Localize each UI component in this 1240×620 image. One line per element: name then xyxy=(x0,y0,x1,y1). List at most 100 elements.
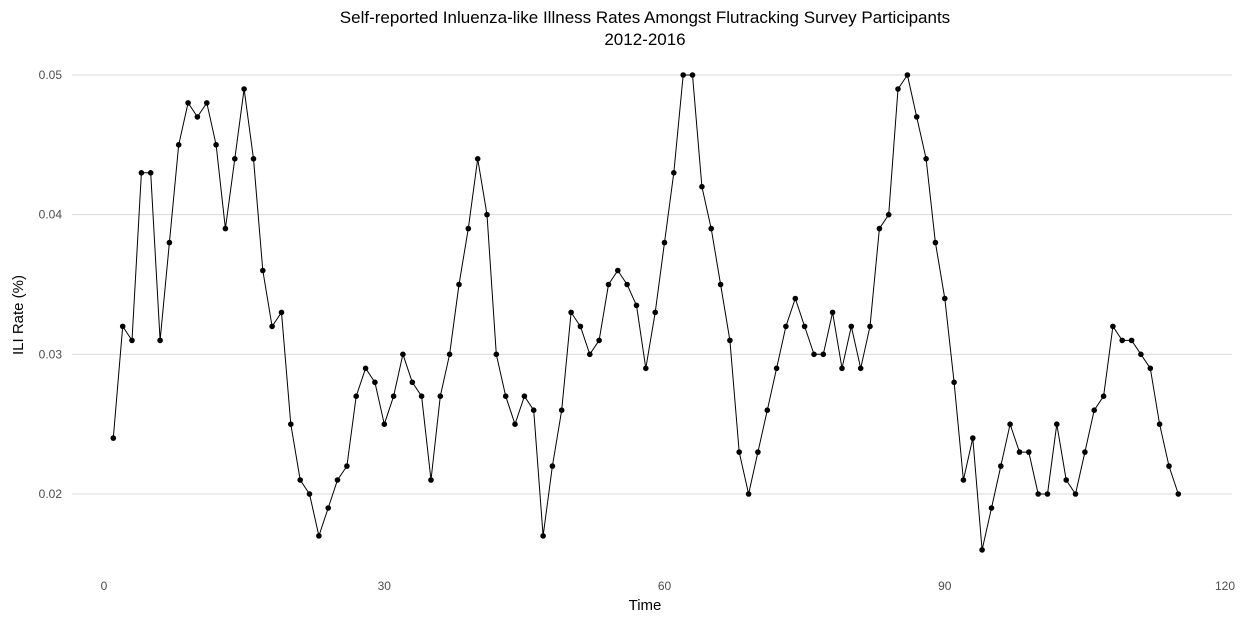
data-point xyxy=(979,547,985,553)
data-point xyxy=(1007,421,1013,428)
y-tick-label: 0.03 xyxy=(39,347,63,361)
x-tick-label: 120 xyxy=(1215,579,1235,593)
data-point xyxy=(474,156,481,162)
data-point xyxy=(577,323,584,330)
data-point xyxy=(549,463,556,469)
data-point xyxy=(839,365,845,372)
data-point xyxy=(932,239,939,246)
data-point xyxy=(493,351,500,358)
data-point xyxy=(157,337,163,344)
data-point xyxy=(764,407,771,414)
data-point xyxy=(446,351,453,358)
data-point xyxy=(1166,463,1172,469)
x-tick-label: 30 xyxy=(378,579,392,593)
data-point xyxy=(680,72,686,78)
data-point xyxy=(745,491,752,497)
data-point xyxy=(736,449,742,455)
data-point xyxy=(418,393,425,400)
data-point xyxy=(951,379,957,386)
data-point xyxy=(129,337,135,344)
data-point xyxy=(783,323,789,330)
data-point xyxy=(1119,337,1125,344)
data-point xyxy=(288,421,294,428)
data-point xyxy=(138,170,145,176)
y-axis-label: ILI Rate (%) xyxy=(10,275,27,355)
data-point xyxy=(325,505,332,511)
data-point xyxy=(241,86,247,92)
data-point xyxy=(689,72,696,78)
chart-title: Self-reported Inluenza-like Illness Rate… xyxy=(340,8,950,27)
data-point xyxy=(792,295,799,302)
data-point xyxy=(1035,491,1041,497)
data-point xyxy=(502,393,509,400)
data-point xyxy=(643,365,649,372)
data-point xyxy=(437,393,444,400)
data-point xyxy=(1091,407,1097,414)
data-point xyxy=(885,211,892,218)
x-axis-ticks: 0 30 60 90 120 xyxy=(101,579,1236,593)
data-point xyxy=(913,114,920,120)
data-point xyxy=(857,365,864,372)
data-point xyxy=(876,225,883,232)
data-point xyxy=(671,170,677,176)
data-point xyxy=(1175,491,1182,497)
data-point xyxy=(194,114,201,120)
data-point xyxy=(409,379,416,386)
data-point xyxy=(727,337,733,344)
data-points xyxy=(110,72,1182,553)
data-point xyxy=(269,323,275,330)
data-point xyxy=(260,267,266,274)
data-point xyxy=(652,309,658,316)
data-point xyxy=(530,407,537,414)
data-point xyxy=(1044,491,1051,497)
data-point xyxy=(232,156,238,162)
data-point xyxy=(428,477,434,483)
x-tick-label: 0 xyxy=(101,579,108,593)
data-point xyxy=(147,170,154,176)
data-point xyxy=(512,421,518,428)
data-point xyxy=(204,100,210,106)
data-point xyxy=(998,463,1004,469)
data-point xyxy=(895,86,901,92)
data-point xyxy=(633,302,640,309)
data-point xyxy=(708,225,714,232)
data-point xyxy=(1016,449,1023,455)
y-axis-ticks: 0.02 0.03 0.04 0.05 xyxy=(39,68,63,501)
data-point xyxy=(923,156,929,162)
data-point xyxy=(699,183,705,190)
data-point xyxy=(773,365,780,372)
chart-subtitle: 2012-2016 xyxy=(604,30,685,49)
data-point xyxy=(381,421,388,428)
y-tick-label: 0.02 xyxy=(39,487,63,501)
data-point xyxy=(1100,393,1107,400)
data-point xyxy=(250,156,257,162)
data-point xyxy=(904,72,911,78)
data-point xyxy=(362,365,369,372)
data-point xyxy=(484,211,490,218)
x-axis-label: Time xyxy=(629,597,662,614)
data-point xyxy=(344,463,350,469)
data-point xyxy=(110,435,117,441)
data-point xyxy=(1082,449,1088,455)
data-point xyxy=(942,295,948,302)
data-point xyxy=(820,351,827,358)
data-point xyxy=(1063,477,1069,483)
data-point xyxy=(390,393,397,400)
data-point xyxy=(829,309,836,316)
data-point xyxy=(624,281,630,288)
data-point xyxy=(353,393,360,400)
data-point xyxy=(1072,491,1079,497)
y-tick-label: 0.05 xyxy=(39,68,63,82)
data-point xyxy=(988,505,995,511)
data-point xyxy=(1156,421,1163,428)
data-point xyxy=(605,281,612,288)
data-point xyxy=(297,477,304,483)
data-point xyxy=(316,533,322,539)
data-point xyxy=(1138,351,1144,358)
data-point xyxy=(1147,365,1154,372)
data-point xyxy=(213,142,219,148)
data-point xyxy=(456,281,462,288)
data-point xyxy=(1110,323,1116,330)
